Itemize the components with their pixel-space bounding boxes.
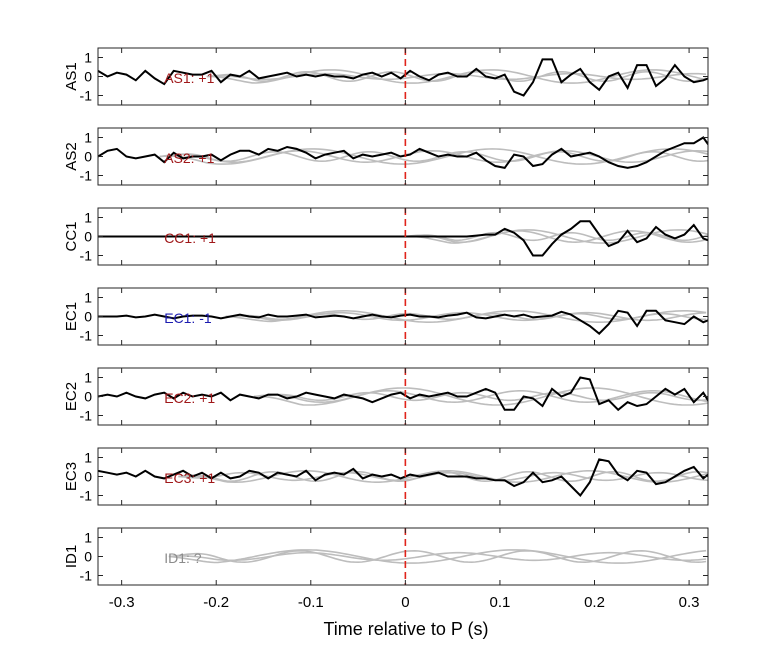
black-trace — [98, 136, 708, 170]
panel-ylabel-as1: AS1 — [63, 62, 80, 90]
x-tick-label: -0.1 — [298, 594, 324, 611]
x-tick-label: -0.3 — [109, 594, 135, 611]
panel-annotation-ec1: EC1: -1 — [164, 310, 212, 326]
panel-ylabel-cc1: CC1 — [63, 221, 80, 251]
y-tick-label: -1 — [80, 248, 93, 264]
y-tick-label: -1 — [80, 488, 93, 504]
black-trace — [98, 376, 708, 412]
y-tick-label: 1 — [84, 210, 92, 226]
y-tick-label: 1 — [84, 290, 92, 306]
y-tick-label: 0 — [84, 469, 92, 485]
panel-ylabel-ec3: EC3 — [63, 462, 80, 491]
panel-ylabel-as2: AS2 — [63, 142, 80, 170]
panel-plot-area — [98, 288, 708, 345]
x-tick-label: 0.1 — [490, 594, 511, 611]
panel-ylabel-id1: ID1 — [63, 545, 80, 568]
gray-trace-3 — [168, 549, 707, 564]
panel-annotation-as2: AS2: +1 — [164, 150, 214, 166]
panel-plot-area — [168, 528, 707, 585]
y-tick-label: 0 — [84, 389, 92, 405]
panel-annotation-ec3: EC3: +1 — [164, 470, 215, 486]
y-tick-label: -1 — [80, 168, 93, 184]
gray-trace-3 — [405, 229, 708, 244]
gray-trace-2 — [253, 389, 708, 404]
x-tick-label: 0 — [401, 594, 409, 611]
x-tick-label: 0.2 — [584, 594, 605, 611]
y-tick-label: -1 — [80, 568, 93, 584]
gray-trace-1 — [253, 391, 708, 402]
panel-ylabel-ec2: EC2 — [63, 382, 80, 411]
y-tick-label: 1 — [84, 450, 92, 466]
black-trace — [98, 309, 708, 335]
gray-trace-1 — [168, 549, 707, 564]
y-tick-label: 0 — [84, 309, 92, 325]
panel-plot-area — [98, 208, 708, 265]
panel-annotation-ec2: EC2: +1 — [164, 390, 215, 406]
panel-annotation-cc1: CC1: +1 — [164, 230, 216, 246]
panel-plot-area — [98, 368, 708, 425]
gray-trace-3 — [159, 148, 708, 165]
panel-ylabel-ec1: EC1 — [63, 302, 80, 331]
panel-annotation-as1: AS1: +1 — [164, 70, 214, 86]
panel-plot-area — [98, 128, 708, 185]
y-tick-label: 1 — [84, 130, 92, 146]
panel-plot-area — [98, 48, 708, 105]
gray-trace-2 — [168, 551, 707, 562]
y-tick-label: 1 — [84, 50, 92, 66]
gray-trace-1 — [178, 470, 708, 483]
y-tick-label: -1 — [80, 88, 93, 104]
gray-trace-3 — [253, 387, 708, 406]
x-tick-label: -0.2 — [203, 594, 229, 611]
panel-annotation-id1: ID1: ? — [164, 550, 202, 566]
y-tick-label: 0 — [84, 69, 92, 85]
y-tick-label: 1 — [84, 370, 92, 386]
y-tick-label: 1 — [84, 530, 92, 546]
panel-plot-area — [98, 448, 708, 505]
y-tick-label: 0 — [84, 149, 92, 165]
x-axis-label: Time relative to P (s) — [323, 619, 488, 639]
black-trace — [98, 58, 708, 97]
x-axis: -0.3 -0.2 -0.1 0 0.1 0.2 0.3 — [109, 594, 700, 611]
y-tick-label: 0 — [84, 549, 92, 565]
gray-trace-3 — [178, 471, 708, 482]
x-tick-label: 0.3 — [679, 594, 700, 611]
y-tick-label: 0 — [84, 229, 92, 245]
black-trace — [98, 458, 708, 498]
y-tick-label: -1 — [80, 408, 93, 424]
black-trace — [98, 220, 708, 257]
y-tick-label: -1 — [80, 328, 93, 344]
